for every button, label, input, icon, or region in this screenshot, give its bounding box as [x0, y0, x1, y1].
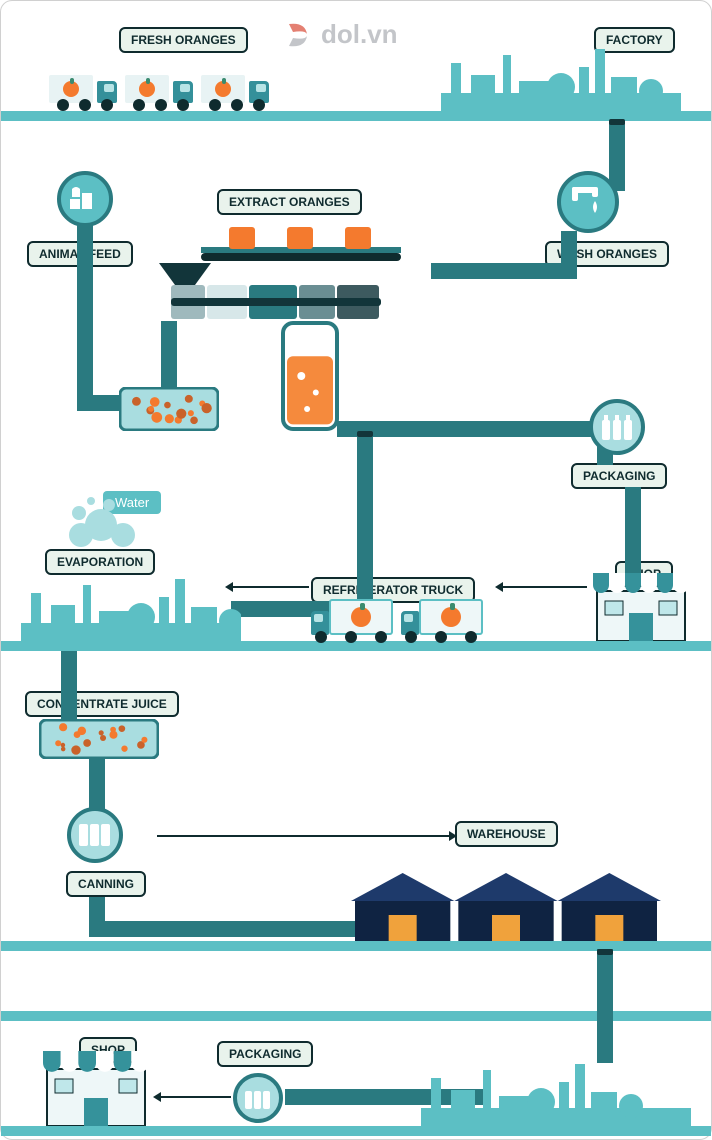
- label-packaging1: PACKAGING: [571, 463, 667, 489]
- pipe: [161, 321, 177, 395]
- wash-icon: [557, 171, 619, 233]
- label-concentrate: CONCENTRATE JUICE: [25, 691, 179, 717]
- pipe: [77, 225, 93, 395]
- steam-bubbles: [61, 495, 161, 555]
- pipe: [337, 421, 597, 437]
- pack1-icon: [589, 399, 645, 455]
- factory-silhouette: [421, 1057, 691, 1126]
- flow-arrow: [159, 1096, 231, 1098]
- canning-icon: [67, 807, 123, 863]
- pipe: [357, 431, 373, 607]
- label-packaging2: PACKAGING: [217, 1041, 313, 1067]
- baseline: [1, 1126, 711, 1136]
- label-fresh_oranges: FRESH ORANGES: [119, 27, 248, 53]
- pack2-icon: [233, 1073, 283, 1123]
- pipe: [597, 949, 613, 1013]
- factory-silhouette: [21, 573, 241, 641]
- pipe: [625, 487, 641, 577]
- label-warehouse: WAREHOUSE: [455, 821, 558, 847]
- concentrate-container: [39, 719, 159, 759]
- pulp-container: [119, 387, 219, 431]
- delivery-truck: [201, 71, 269, 111]
- pipe: [61, 651, 77, 721]
- shop-building: [593, 573, 689, 641]
- label-canning: CANNING: [66, 871, 146, 897]
- flow-arrow: [231, 586, 309, 588]
- pipe: [597, 1013, 613, 1063]
- label-extract_oranges: EXTRACT ORANGES: [217, 189, 362, 215]
- refrigerator-truck: [311, 595, 395, 643]
- conveyor: [201, 217, 401, 277]
- logo: dol.vn: [283, 19, 398, 50]
- baseline: [1, 111, 711, 121]
- pipe: [431, 263, 571, 279]
- extraction-machine: [171, 279, 381, 325]
- flow-arrow: [501, 586, 587, 588]
- pipe: [89, 921, 379, 937]
- warehouse-row: [351, 867, 661, 941]
- refrigerator-truck: [401, 595, 485, 643]
- factory-silhouette: [441, 41, 681, 111]
- shop-building: [43, 1051, 149, 1126]
- animal-icon: [57, 171, 113, 227]
- delivery-truck: [49, 71, 117, 111]
- pipe: [609, 121, 625, 191]
- pipe: [561, 231, 577, 279]
- flow-arrow: [157, 835, 451, 837]
- juice-tank: [281, 321, 339, 431]
- delivery-truck: [125, 71, 193, 111]
